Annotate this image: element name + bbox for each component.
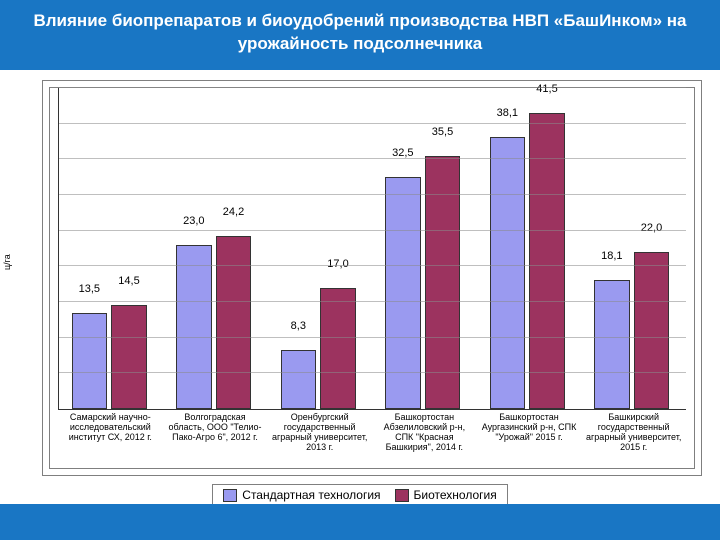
bar-standard [594, 280, 630, 409]
legend-label-bio: Биотехнология [414, 488, 497, 502]
bar-group: 13,514,5 [59, 88, 164, 409]
chart-container: 13,514,523,024,28,317,032,535,538,141,51… [42, 80, 702, 476]
bar-bio [634, 252, 670, 409]
legend-label-standard: Стандартная технология [242, 488, 380, 502]
bar-standard [72, 313, 108, 409]
value-label-standard: 8,3 [281, 320, 317, 335]
bar-bio [111, 305, 147, 408]
legend-item-standard: Стандартная технология [223, 488, 380, 502]
value-label-standard: 23,0 [176, 215, 212, 230]
value-label-bio: 41,5 [529, 83, 565, 98]
y-axis-label: ц/га [2, 254, 12, 270]
bar-group: 8,317,0 [268, 88, 373, 409]
legend: Стандартная технология Биотехнология [212, 484, 507, 506]
value-label-standard: 18,1 [594, 250, 630, 265]
bar-standard [281, 350, 317, 409]
x-axis-labels: Самарский научно-исследовательский инсти… [58, 410, 686, 468]
value-label-bio: 35,5 [425, 126, 461, 141]
bar-standard [385, 177, 421, 409]
page-title: Влияние биопрепаратов и биоудобрений про… [0, 0, 720, 70]
bar-group: 38,141,5 [477, 88, 582, 409]
legend-item-bio: Биотехнология [395, 488, 497, 502]
x-label: Оренбургский государственный аграрный ун… [267, 410, 372, 468]
legend-swatch-standard [223, 489, 237, 502]
bar-groups: 13,514,523,024,28,317,032,535,538,141,51… [59, 88, 686, 409]
bar-group: 32,5 35,5 [373, 88, 478, 409]
value-label-bio: 24,2 [216, 206, 252, 221]
x-label: Башкортостан Аургазинский р-н, СПК "Урож… [477, 410, 582, 468]
bar-bio [216, 236, 252, 409]
value-label-bio: 14,5 [111, 275, 147, 290]
plot-area: 13,514,523,024,28,317,032,535,538,141,51… [49, 87, 695, 469]
plot-inner: 13,514,523,024,28,317,032,535,538,141,51… [58, 88, 686, 410]
footer-band [0, 504, 720, 540]
bar-group: 18,122,0 [582, 88, 687, 409]
x-label: Башкирский государственный аграрный унив… [581, 410, 686, 468]
bar-standard [490, 137, 526, 409]
value-label-standard: 13,5 [72, 283, 108, 298]
x-label: Волгоградская область, ООО "Телио-Пако-А… [163, 410, 268, 468]
x-label: Самарский научно-исследовательский инсти… [58, 410, 163, 468]
legend-swatch-bio [395, 489, 409, 502]
value-label-standard: 32,5 [385, 147, 421, 162]
bar-standard [176, 245, 212, 409]
value-label-standard: 38,1 [490, 107, 526, 122]
bar-group: 23,0 24,2 [164, 88, 269, 409]
x-label: Башкортостан Абзелиловский р-н, СПК "Кра… [372, 410, 477, 468]
bar-bio [320, 288, 356, 409]
